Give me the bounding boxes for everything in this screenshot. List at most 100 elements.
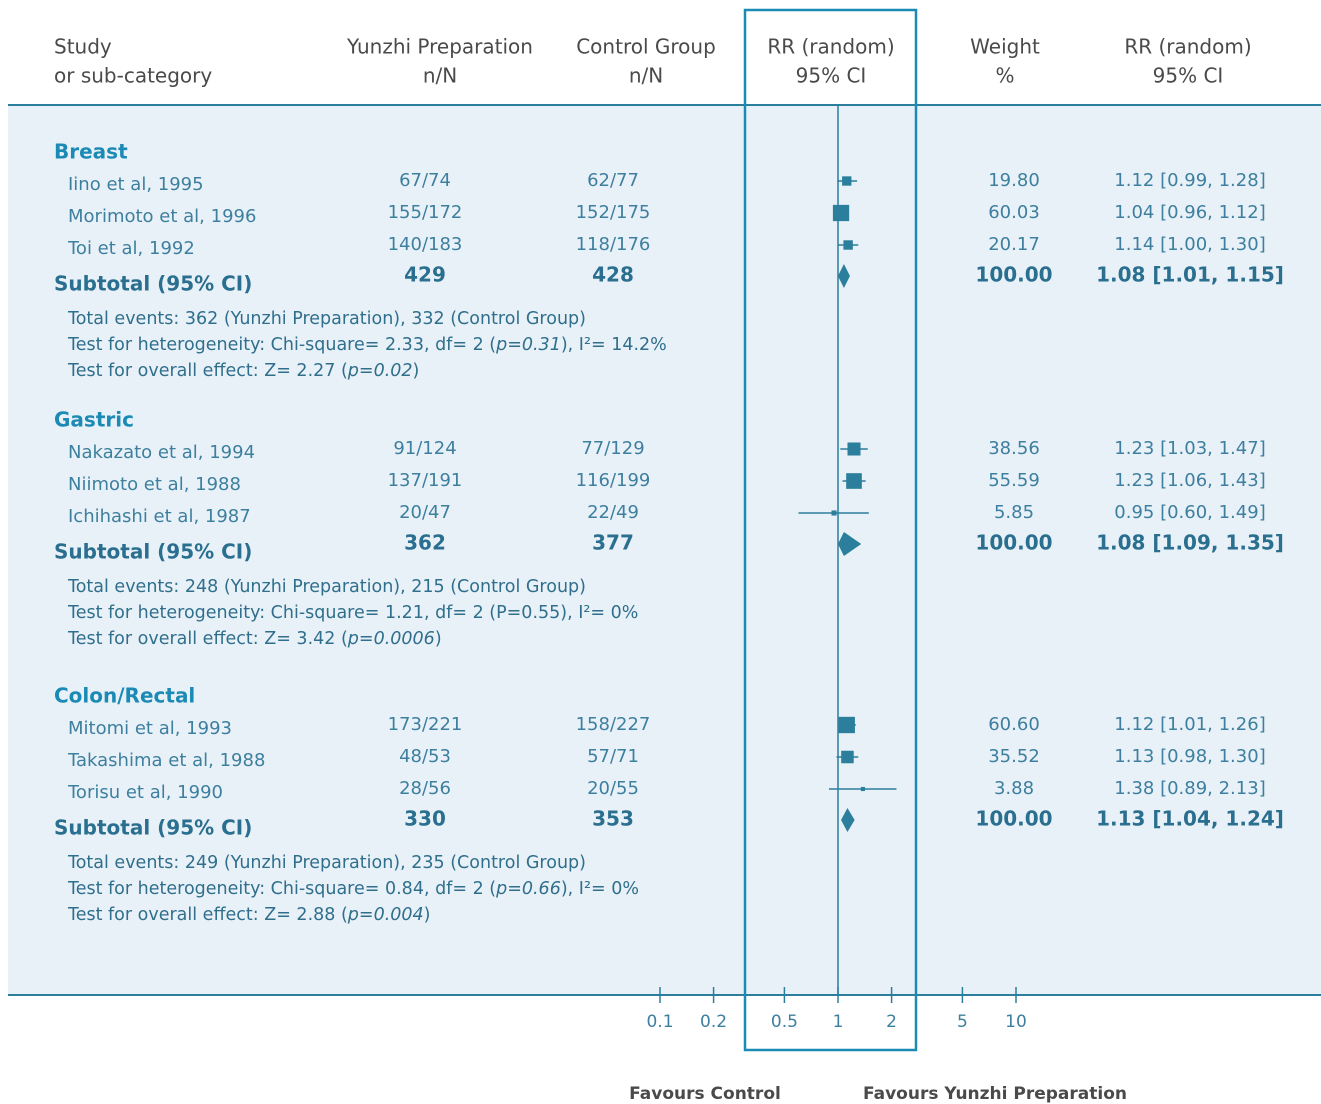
column-header: RR (random) — [1124, 35, 1251, 59]
note-part: Test for heterogeneity: Chi-square= 0.84… — [67, 879, 496, 899]
ci-label: 1.38 [0.89, 2.13] — [1114, 778, 1265, 799]
effect-square — [860, 786, 865, 792]
note-part: Test for overall effect: Z= 3.42 ( — [67, 629, 348, 649]
x-tick-label: 5 — [957, 1012, 968, 1032]
ci-label: 1.23 [1.06, 1.43] — [1114, 470, 1265, 491]
x-tick-label: 0.1 — [646, 1012, 673, 1032]
note-part: Test for overall effect: Z= 2.27 ( — [67, 361, 348, 381]
note: Test for overall effect: Z= 2.88 (p=0.00… — [67, 905, 431, 925]
subtotal-label: Subtotal (95% CI) — [54, 540, 252, 564]
x-tick-label: 0.5 — [771, 1012, 798, 1032]
weight: 5.85 — [994, 502, 1034, 523]
note: Total events: 362 (Yunzhi Preparation), … — [67, 309, 586, 329]
subtotal-label: Subtotal (95% CI) — [54, 272, 252, 296]
weight: 60.60 — [988, 714, 1040, 735]
x-tick-label: 0.2 — [700, 1012, 727, 1032]
subtotal-ctrl: 377 — [592, 531, 634, 555]
study-name: Nakazato et al, 1994 — [68, 442, 255, 463]
exp-events: 67/74 — [399, 170, 451, 191]
column-header: or sub-category — [54, 64, 212, 88]
weight: 3.88 — [994, 778, 1034, 799]
study-name: Iino et al, 1995 — [68, 174, 204, 195]
subtotal-diamond — [841, 808, 855, 832]
note-part: p=0.66 — [495, 879, 561, 899]
column-header: 95% CI — [796, 64, 867, 88]
panel-background — [8, 105, 1321, 995]
column-header: RR (random) — [767, 35, 894, 59]
subtotal-weight: 100.00 — [975, 531, 1052, 555]
study-name: Ichihashi et al, 1987 — [68, 506, 251, 527]
column-header: n/N — [629, 64, 663, 88]
weight: 60.03 — [988, 202, 1040, 223]
study-name: Takashima et al, 1988 — [67, 750, 265, 771]
subtotal-ctrl: 353 — [592, 807, 634, 831]
group-heading: Colon/Rectal — [54, 684, 195, 708]
column-header: Control Group — [576, 35, 716, 59]
subtotal-ci: 1.08 [1.01, 1.15] — [1096, 263, 1284, 287]
subtotal-weight: 100.00 — [975, 807, 1052, 831]
note-part: ) — [435, 629, 442, 649]
x-tick-label: 10 — [1005, 1012, 1027, 1032]
x-tick-label: 2 — [886, 1012, 897, 1032]
ci-label: 1.13 [0.98, 1.30] — [1114, 746, 1265, 767]
note: Test for overall effect: Z= 2.27 (p=0.02… — [67, 361, 419, 381]
note-part: p=0.004 — [347, 905, 424, 925]
ctrl-events: 77/129 — [581, 438, 644, 459]
column-header: Yunzhi Preparation — [346, 35, 533, 59]
subtotal-exp: 429 — [404, 263, 446, 287]
study-name: Morimoto et al, 1996 — [68, 206, 256, 227]
effect-square — [841, 750, 854, 764]
effect-square — [832, 204, 850, 222]
note: Total events: 249 (Yunzhi Preparation), … — [67, 853, 586, 873]
exp-events: 140/183 — [388, 234, 463, 255]
exp-events: 91/124 — [393, 438, 456, 459]
note-part: p=0.31 — [495, 335, 561, 355]
ci-label: 1.14 [1.00, 1.30] — [1114, 234, 1265, 255]
note: Total events: 248 (Yunzhi Preparation), … — [67, 577, 586, 597]
note: Test for overall effect: Z= 3.42 (p=0.00… — [67, 629, 442, 649]
effect-square — [846, 473, 862, 489]
weight: 55.59 — [988, 470, 1040, 491]
ci-label: 1.04 [0.96, 1.12] — [1114, 202, 1265, 223]
study-name: Toi et al, 1992 — [67, 238, 195, 259]
ctrl-events: 62/77 — [587, 170, 639, 191]
exp-events: 48/53 — [399, 746, 451, 767]
x-label-right: Favours Yunzhi Preparation — [863, 1084, 1127, 1104]
ci-label: 0.95 [0.60, 1.49] — [1114, 502, 1265, 523]
note-part: Total events: 362 (Yunzhi Preparation), … — [67, 309, 586, 329]
note-part: p=0.0006 — [347, 629, 435, 649]
subtotal-exp: 362 — [404, 531, 446, 555]
weight: 20.17 — [988, 234, 1040, 255]
ci-label: 1.12 [1.01, 1.26] — [1114, 714, 1265, 735]
x-tick-label: 1 — [833, 1012, 844, 1032]
ctrl-events: 57/71 — [587, 746, 639, 767]
note-part: ) — [424, 905, 431, 925]
note-part: ) — [413, 361, 420, 381]
weight: 19.80 — [988, 170, 1040, 191]
weight: 35.52 — [988, 746, 1040, 767]
ctrl-events: 22/49 — [587, 502, 639, 523]
column-header: Weight — [970, 35, 1040, 59]
note: Test for heterogeneity: Chi-square= 1.21… — [67, 603, 638, 623]
study-name: Torisu et al, 1990 — [67, 782, 223, 803]
subtotal-diamond — [837, 264, 850, 288]
exp-events: 173/221 — [388, 714, 463, 735]
ctrl-events: 118/176 — [576, 234, 651, 255]
subtotal-ctrl: 428 — [592, 263, 634, 287]
group-heading: Gastric — [54, 408, 134, 432]
note-part: Test for heterogeneity: Chi-square= 1.21… — [67, 603, 638, 623]
study-name: Niimoto et al, 1988 — [68, 474, 241, 495]
column-header: 95% CI — [1153, 64, 1224, 88]
subtotal-ci: 1.08 [1.09, 1.35] — [1096, 531, 1284, 555]
effect-square — [847, 442, 861, 456]
note-part: Total events: 248 (Yunzhi Preparation), … — [67, 577, 586, 597]
note-part: p=0.02 — [347, 361, 413, 381]
study-name: Mitomi et al, 1993 — [68, 718, 232, 739]
note-part: Total events: 249 (Yunzhi Preparation), … — [67, 853, 586, 873]
effect-square — [842, 176, 852, 186]
ctrl-events: 116/199 — [576, 470, 651, 491]
note-part: ), I²= 14.2% — [561, 335, 667, 355]
exp-events: 155/172 — [388, 202, 463, 223]
column-header: Study — [54, 35, 112, 59]
